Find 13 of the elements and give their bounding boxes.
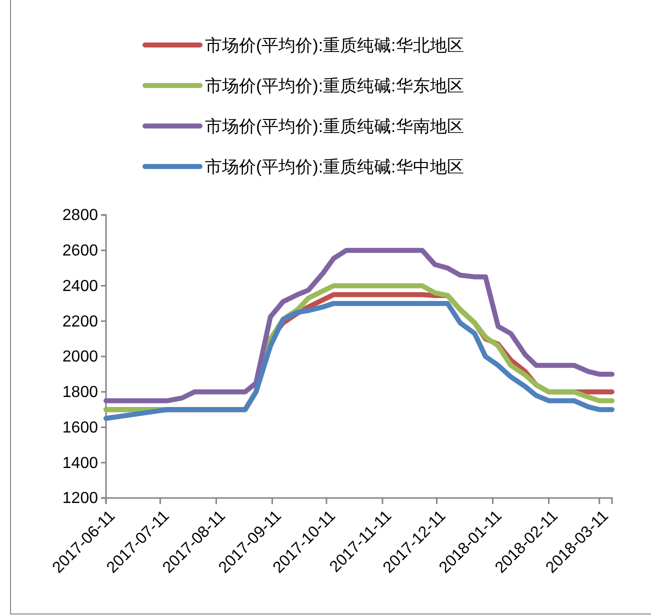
y-tick-label: 1200 (62, 490, 98, 508)
legend-label: 市场价(平均价):重质纯碱:华南地区 (205, 116, 464, 136)
y-tick-label: 2400 (62, 278, 98, 295)
legend-label: 市场价(平均价):重质纯碱:华东地区 (205, 76, 464, 96)
legend-label: 市场价(平均价):重质纯碱:华北地区 (205, 36, 464, 55)
y-tick-label: 2200 (62, 313, 98, 330)
y-tick-label: 2800 (62, 207, 98, 224)
y-tick-label: 1400 (62, 454, 98, 472)
y-tick-label: 1600 (62, 419, 98, 436)
y-tick-label: 2600 (62, 242, 98, 260)
y-tick-label: 1800 (62, 384, 98, 401)
y-tick-label: 2000 (62, 348, 98, 366)
legend-label: 市场价(平均价):重质纯碱:华中地区 (205, 157, 464, 176)
